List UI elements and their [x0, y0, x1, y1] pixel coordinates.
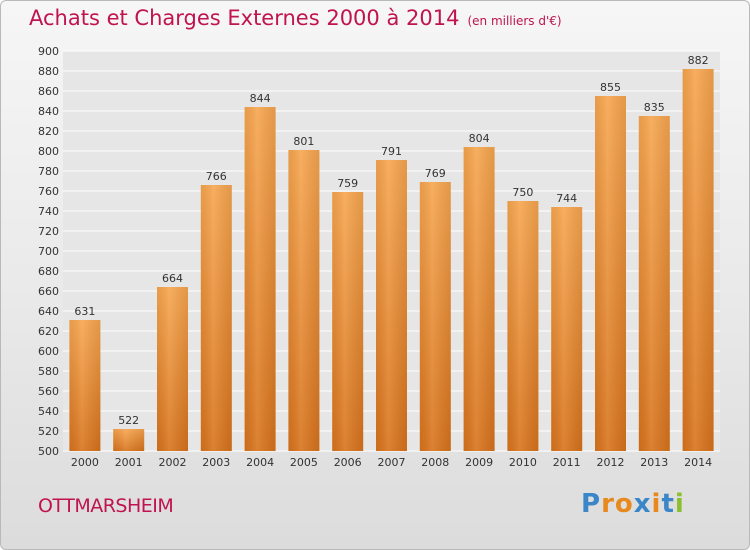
- y-tick-label: 860: [38, 85, 59, 98]
- bar-shade: [157, 287, 188, 451]
- y-tick-label: 840: [38, 105, 59, 118]
- bar-shade: [638, 116, 670, 451]
- bar-shade: [595, 96, 626, 451]
- x-tick-label: 2008: [421, 456, 449, 469]
- x-tick-label: 2005: [290, 456, 318, 469]
- x-tick-label: 2013: [640, 456, 668, 469]
- bar-shade: [463, 147, 495, 451]
- city-name: OTTMARSHEIM: [38, 495, 174, 517]
- data-label: 791: [381, 145, 402, 158]
- logo-letter: r: [601, 489, 615, 519]
- data-label: 769: [425, 167, 446, 180]
- y-tick-label: 880: [38, 65, 59, 78]
- x-tick-label: 2012: [597, 456, 625, 469]
- y-tick-label: 620: [38, 325, 59, 338]
- y-tick-label: 900: [38, 45, 59, 58]
- chart-title: Achats et Charges Externes 2000 à 2014 (e…: [29, 6, 562, 30]
- data-label: 759: [337, 177, 358, 190]
- data-label: 744: [556, 192, 577, 205]
- data-label: 664: [162, 272, 183, 285]
- bar-shade: [69, 320, 101, 451]
- bar-shade: [288, 150, 320, 451]
- logo-letter: o: [614, 489, 634, 519]
- data-labels: 631 522 664 766 844 801 759 791 769 804 750 744 855 8…: [74, 54, 708, 427]
- bar-shade: [244, 107, 276, 451]
- y-tick-label: 640: [38, 305, 59, 318]
- data-label: 801: [293, 135, 314, 148]
- x-tick-label: 2011: [553, 456, 581, 469]
- bar-shade: [113, 429, 145, 451]
- bar-shade: [419, 182, 451, 451]
- y-tick-label: 680: [38, 265, 59, 278]
- y-tick-label: 500: [38, 445, 59, 458]
- x-tick-label: 2010: [509, 456, 537, 469]
- proxiti-logo: Proxiti: [581, 489, 685, 519]
- x-axis-ticks: 2000 2001 2002 2003 2004 2005 2006 2007 2008 2009…: [71, 456, 712, 469]
- data-label: 835: [644, 101, 665, 114]
- data-label: 631: [74, 305, 95, 318]
- y-axis-ticks: 500 520 540 560 580 600 620 640 660 680 700 720 740 7…: [38, 45, 59, 458]
- y-tick-label: 740: [38, 205, 59, 218]
- y-tick-label: 600: [38, 345, 59, 358]
- chart-title-text: Achats et Charges Externes 2000 à 2014: [29, 6, 460, 30]
- y-tick-label: 780: [38, 165, 59, 178]
- bars: [69, 69, 714, 451]
- bar-shade: [332, 192, 364, 451]
- x-tick-label: 2009: [465, 456, 493, 469]
- logo-letter: t: [661, 489, 675, 519]
- y-tick-label: 720: [38, 225, 59, 238]
- bar-shade: [200, 185, 232, 451]
- data-label: 855: [600, 81, 621, 94]
- y-tick-label: 800: [38, 145, 59, 158]
- data-label: 766: [206, 170, 227, 183]
- logo-letter: x: [633, 489, 652, 519]
- data-label: 844: [250, 92, 271, 105]
- x-tick-label: 2004: [246, 456, 274, 469]
- y-tick-label: 520: [38, 425, 59, 438]
- bar-shade: [376, 160, 407, 451]
- y-tick-label: 540: [38, 405, 59, 418]
- y-tick-label: 820: [38, 125, 59, 138]
- y-tick-label: 660: [38, 285, 59, 298]
- y-tick-label: 560: [38, 385, 59, 398]
- x-tick-label: 2007: [378, 456, 406, 469]
- x-tick-label: 2003: [202, 456, 230, 469]
- logo-letter: i: [651, 489, 662, 519]
- data-label: 750: [512, 186, 533, 199]
- bar-shade: [551, 207, 583, 451]
- data-label: 804: [469, 132, 490, 145]
- y-tick-label: 700: [38, 245, 59, 258]
- y-tick-label: 580: [38, 365, 59, 378]
- logo-letter: P: [581, 489, 602, 519]
- data-label: 522: [118, 414, 139, 427]
- data-label: 882: [688, 54, 709, 67]
- x-tick-label: 2002: [159, 456, 187, 469]
- x-tick-label: 2000: [71, 456, 99, 469]
- chart-unit: (en milliers d'€): [467, 14, 562, 28]
- y-tick-label: 760: [38, 185, 59, 198]
- logo-letter: i: [674, 489, 685, 519]
- x-tick-label: 2001: [115, 456, 143, 469]
- bar-shade: [507, 201, 539, 451]
- x-tick-label: 2006: [334, 456, 362, 469]
- x-tick-label: 2014: [684, 456, 712, 469]
- bar-shade: [682, 69, 714, 451]
